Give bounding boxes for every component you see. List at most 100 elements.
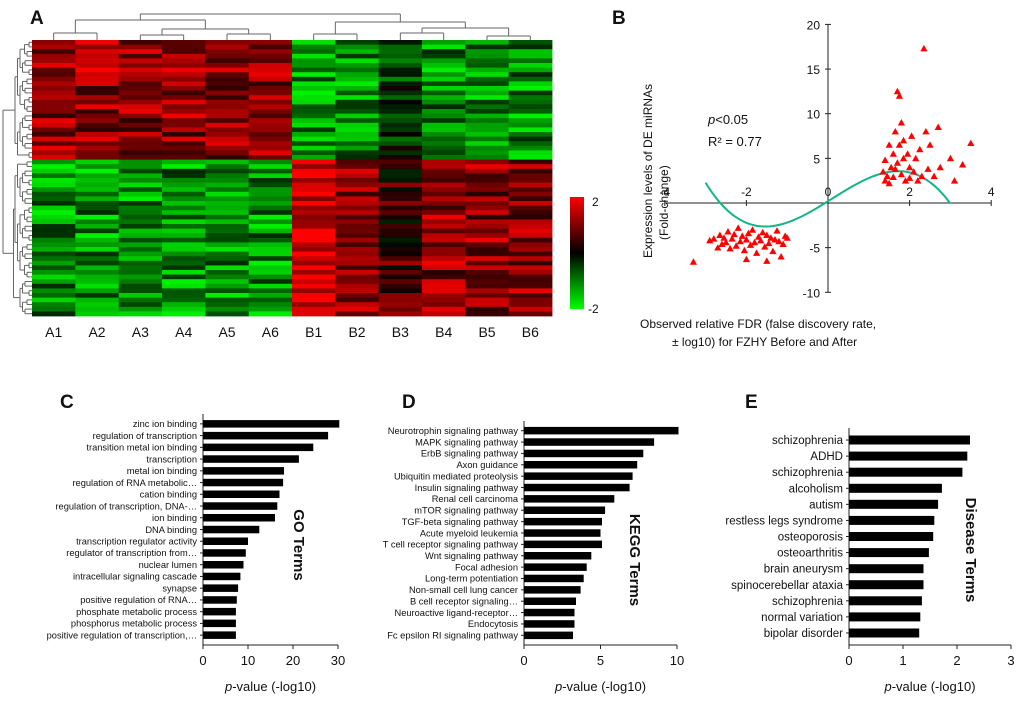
heatmap-cell xyxy=(248,311,293,317)
heatmap-cell xyxy=(32,86,76,91)
column-dendrogram xyxy=(53,13,531,40)
heatmap-cell xyxy=(292,90,336,96)
heatmap-cell xyxy=(508,224,553,229)
heatmap-cell xyxy=(465,132,510,137)
scatter-point xyxy=(916,145,924,153)
heatmap-cell xyxy=(162,302,206,308)
heatmap-cell xyxy=(422,297,466,303)
heatmap-cell xyxy=(162,145,206,151)
scatter-point xyxy=(946,154,954,162)
heatmap-cell xyxy=(422,233,466,239)
heatmap-cell xyxy=(378,81,423,87)
heatmap-cell xyxy=(248,260,293,266)
bar xyxy=(849,596,922,606)
scatter-point xyxy=(710,235,718,242)
heatmap-cell xyxy=(75,132,120,137)
bar xyxy=(849,628,920,638)
heatmap-cell xyxy=(422,44,466,50)
category-label: nuclear lumen xyxy=(139,560,197,570)
heatmap-cell xyxy=(32,260,76,266)
heatmap-cell xyxy=(292,219,336,225)
category-label: autism xyxy=(809,499,843,511)
heatmap-cell xyxy=(248,283,293,289)
heatmap-cell xyxy=(32,127,76,133)
heatmap-cell xyxy=(205,306,250,312)
scatter-panel: -4 -2 0 2 4 -10 -5 5 10 15 20 p<0.05 R² = 0.77 Exp… xyxy=(640,18,995,349)
heatmap-cell xyxy=(162,256,206,262)
category-label: regulation of RNA metabolic… xyxy=(72,478,197,488)
heatmap-cell xyxy=(422,279,466,285)
heatmap-cell xyxy=(162,99,206,105)
heatmap-cell xyxy=(378,49,423,55)
x-tick-label: 2 xyxy=(953,653,960,668)
heatmap-cell xyxy=(292,113,336,119)
heatmap-cell xyxy=(118,63,163,68)
heatmap-cell xyxy=(205,228,250,234)
heatmap-cell xyxy=(162,288,206,294)
scatter-point xyxy=(759,228,767,236)
category-label: phosphate metabolic process xyxy=(76,607,197,617)
heatmap-cell xyxy=(32,58,76,64)
bar xyxy=(524,461,638,469)
category-label: B cell receptor signaling… xyxy=(410,597,518,607)
heatmap-cell xyxy=(118,81,163,87)
heatmap-cell xyxy=(118,242,163,248)
bar xyxy=(849,515,935,525)
bar xyxy=(524,608,575,617)
heatmap-cell xyxy=(205,279,250,285)
heatmap-cell xyxy=(118,67,163,73)
heatmap-cell xyxy=(205,233,250,239)
heatmap-cell xyxy=(205,67,250,73)
x-tick-label: 5 xyxy=(597,653,604,668)
heatmap-cell xyxy=(292,67,336,73)
heatmap-cell xyxy=(248,214,293,220)
heatmap-cell xyxy=(292,173,336,179)
heatmap-cell xyxy=(32,104,76,110)
heatmap-cell xyxy=(75,187,120,193)
bar xyxy=(203,467,284,475)
scatter-point xyxy=(748,226,757,233)
heatmap-cell xyxy=(508,164,553,170)
heatmap-cell xyxy=(32,132,76,137)
heatmap-cell xyxy=(335,214,380,220)
heatmap-cell xyxy=(508,274,553,280)
bar xyxy=(203,525,260,534)
heatmap-cell xyxy=(508,67,553,73)
heatmap-cell xyxy=(75,251,120,257)
panel-label-b: B xyxy=(612,8,626,29)
heatmap-cell xyxy=(292,205,336,211)
heatmap-cell xyxy=(162,228,206,234)
heatmap-cell xyxy=(378,63,423,68)
heatmap-cell xyxy=(378,99,423,105)
heatmap-cell xyxy=(378,187,423,193)
heatmap-cell xyxy=(508,159,553,165)
heatmap-cell xyxy=(465,76,510,82)
heatmap-cell xyxy=(508,283,553,289)
scatter-point xyxy=(765,239,773,247)
heatmap-cell xyxy=(335,58,380,64)
heatmap-cell xyxy=(508,256,553,262)
heatmap-cell xyxy=(508,145,553,151)
heatmap-cell xyxy=(378,283,423,289)
bar xyxy=(203,572,241,581)
heatmap-cell xyxy=(292,58,336,64)
category-label: schizophrenia xyxy=(772,435,844,447)
heatmap-cell xyxy=(508,242,553,248)
bar xyxy=(849,564,924,574)
heatmap-cell xyxy=(75,311,120,317)
heatmap-cell xyxy=(335,297,380,303)
heatmap-cell xyxy=(335,168,380,174)
heatmap-cell xyxy=(32,53,76,59)
heatmap-cell xyxy=(118,297,163,303)
heatmap-cell xyxy=(422,214,466,220)
heatmap-cell xyxy=(32,201,76,206)
heatmap-cell xyxy=(162,214,206,220)
heatmap-cell xyxy=(75,201,120,206)
heatmap-cell xyxy=(162,196,206,202)
category-label: Neurotrophin signaling pathway xyxy=(388,426,519,436)
scatter-point xyxy=(773,227,781,234)
scatter-point xyxy=(763,257,771,264)
heatmap-cell xyxy=(162,270,206,275)
heatmap-cell xyxy=(32,233,76,239)
heatmap-cell xyxy=(75,118,120,124)
